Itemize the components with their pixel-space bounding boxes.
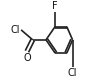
Text: Cl: Cl (68, 68, 77, 78)
Text: F: F (52, 1, 58, 11)
Text: Cl: Cl (11, 25, 20, 35)
Text: O: O (23, 53, 31, 63)
